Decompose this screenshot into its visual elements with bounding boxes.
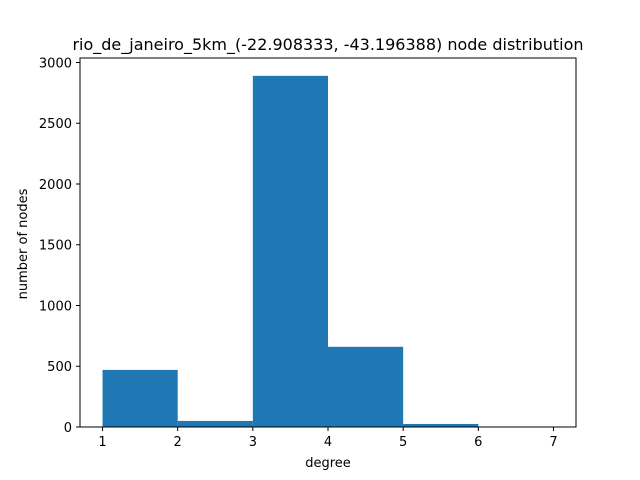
x-axis-label: degree [305,456,351,471]
x-tick-label: 5 [399,435,407,450]
y-tick-label: 0 [64,421,72,436]
y-axis-ticks: 0 500 1000 1500 2000 2500 3000 [39,56,80,436]
y-axis-label: number of nodes [16,188,31,299]
histogram-bar-5 [403,423,479,427]
chart-title: rio_de_janeiro_5km_(-22.908333, -43.1963… [72,35,583,55]
histogram-bar-3 [252,75,328,427]
y-tick-label: 1500 [39,239,72,254]
histogram-bar-4 [328,346,404,427]
histogram-bar-2 [177,420,253,427]
x-axis-ticks: 1 2 3 4 5 6 7 [98,427,558,450]
y-tick-label: 500 [47,360,72,375]
y-tick-label: 1000 [39,299,72,314]
y-tick-label: 3000 [39,56,72,71]
plot-frame [79,57,577,428]
x-tick-label: 6 [474,435,482,450]
bars-group [102,75,554,427]
histogram-bar-1 [102,369,178,427]
y-tick-label: 2000 [39,178,72,193]
x-tick-label: 4 [324,435,332,450]
y-tick-label: 2500 [39,117,72,132]
x-tick-label: 7 [549,435,557,450]
x-tick-label: 3 [249,435,257,450]
x-tick-label: 2 [174,435,182,450]
x-tick-label: 1 [98,435,106,450]
